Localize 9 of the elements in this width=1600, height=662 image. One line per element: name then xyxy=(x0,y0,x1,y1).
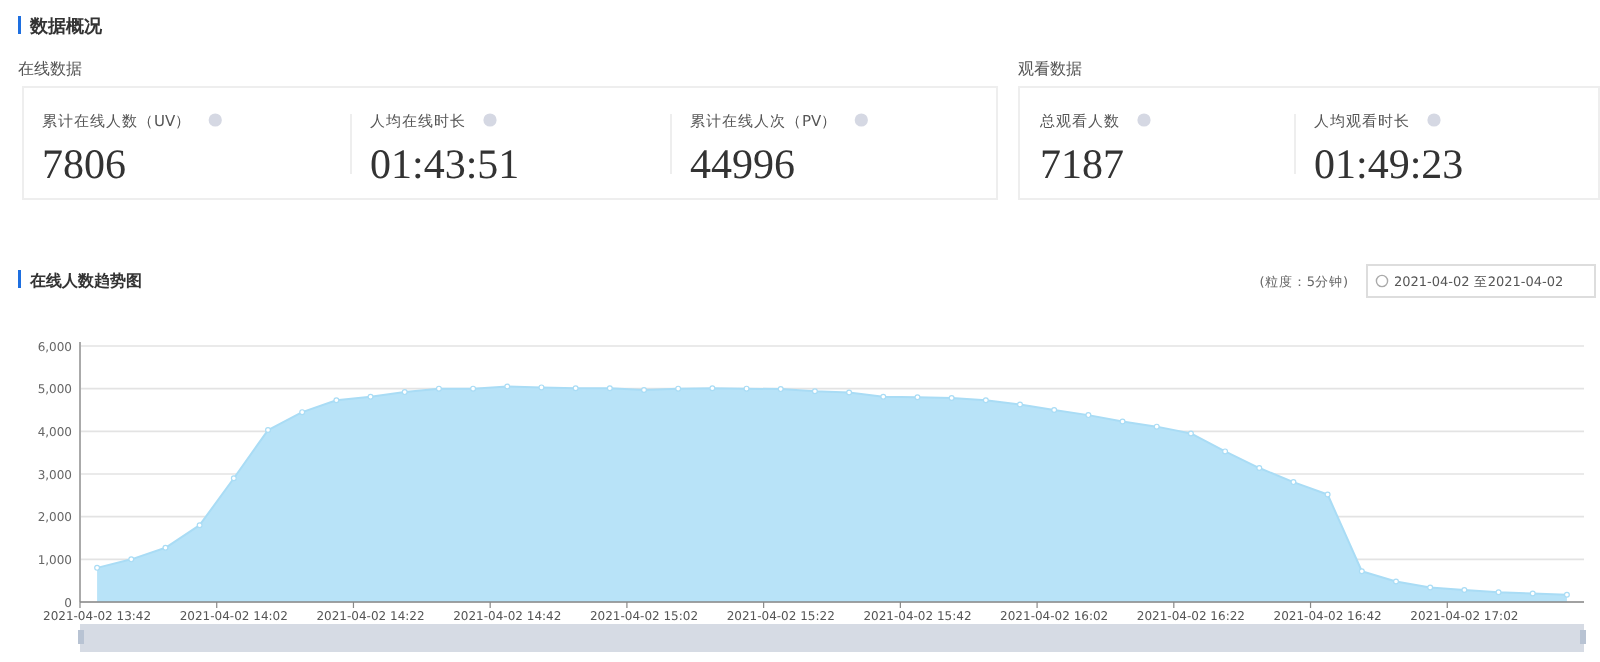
text: 在线数据 xyxy=(18,60,82,78)
text: 7187 xyxy=(1040,140,1124,188)
text: 观看数据 xyxy=(1018,60,1082,78)
text: 01:49:23 xyxy=(1314,140,1464,188)
text: 01:43:51 xyxy=(370,140,520,188)
text: 数据概况 xyxy=(28,16,104,38)
text: 44996 xyxy=(690,140,795,188)
chart-title: 在线人数趋势图 xyxy=(28,272,142,290)
text: 7806 xyxy=(42,140,126,188)
